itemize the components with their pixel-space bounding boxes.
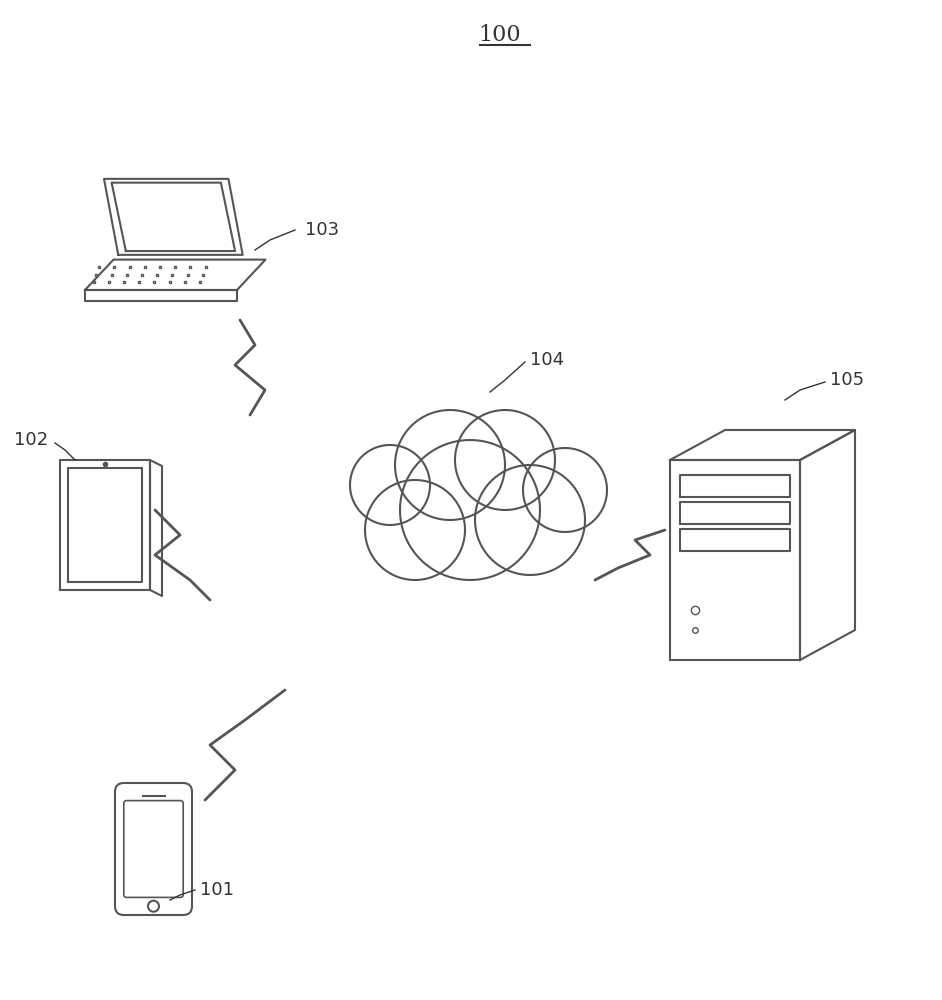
Text: 104: 104 [530,351,564,369]
Text: 103: 103 [305,221,339,239]
Text: 101: 101 [200,881,234,899]
FancyBboxPatch shape [115,783,192,915]
Text: 100: 100 [479,24,521,46]
Text: 105: 105 [830,371,864,389]
FancyBboxPatch shape [123,801,183,897]
Text: 102: 102 [14,431,48,449]
